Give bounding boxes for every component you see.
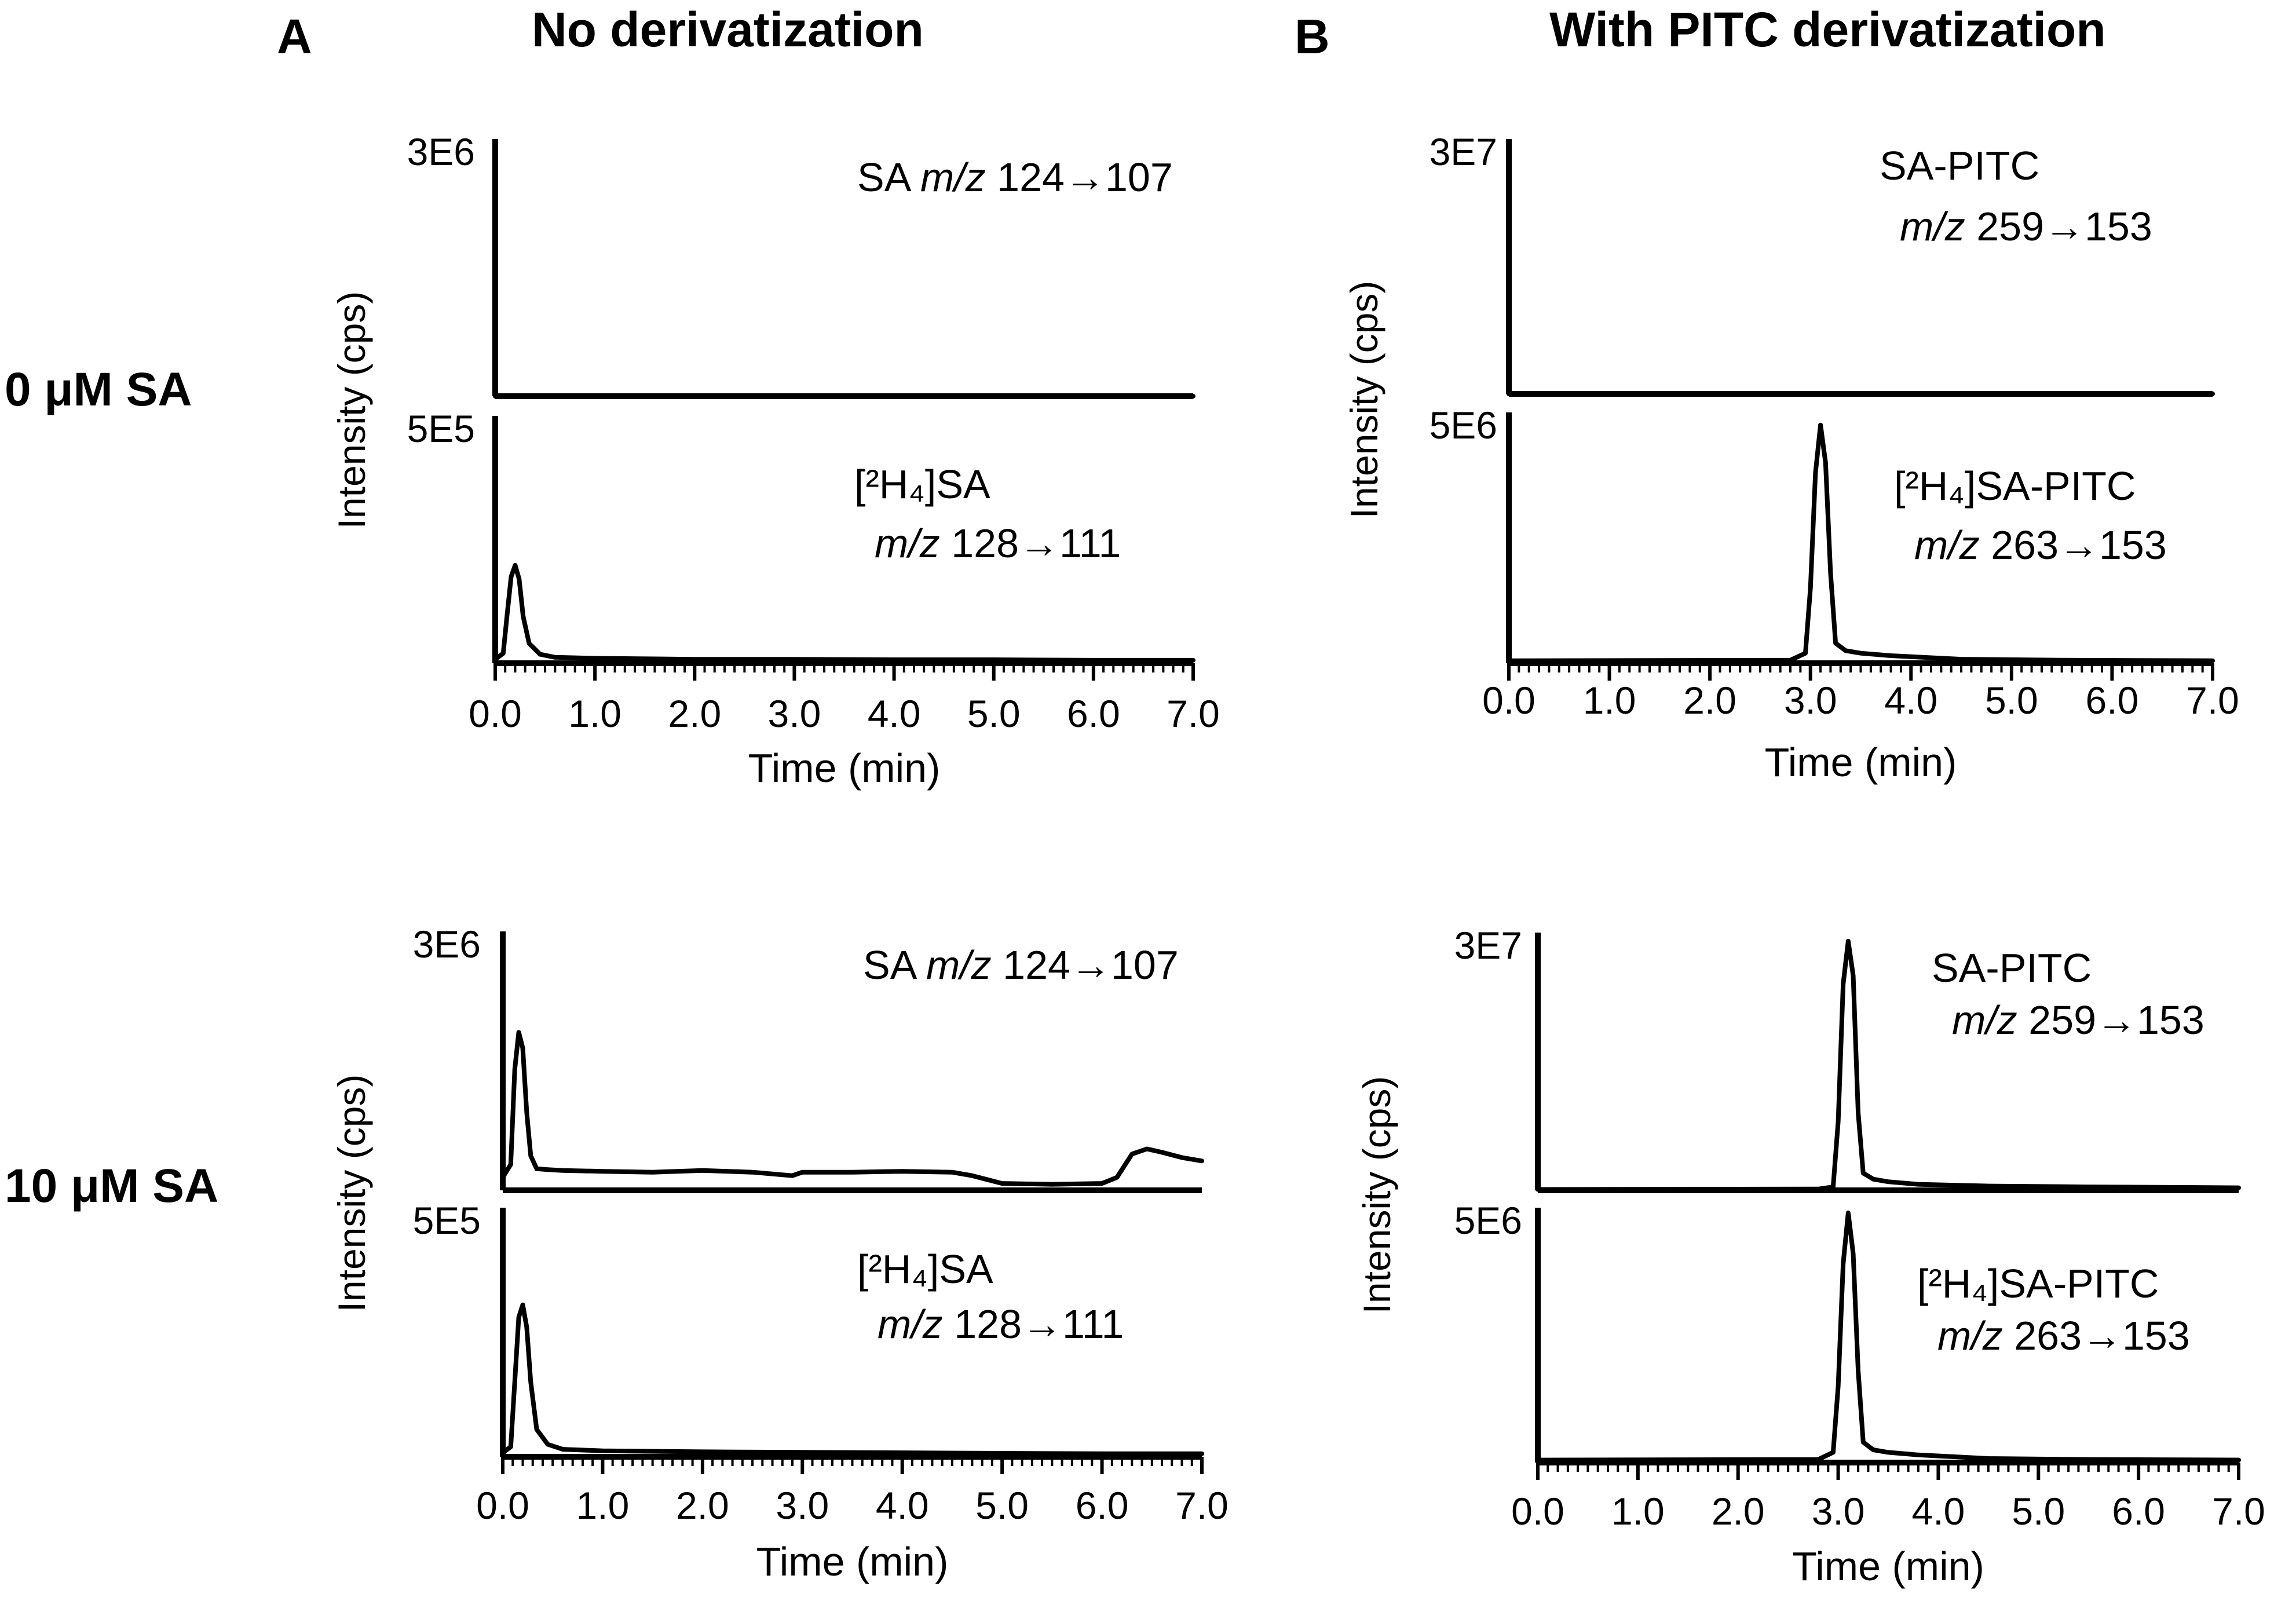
- x-tick-label: 6.0: [2112, 1490, 2165, 1533]
- x-tick-label: 4.0: [868, 692, 921, 735]
- x-tick-label: 0.0: [469, 692, 522, 735]
- chromatogram-trace: [1535, 938, 2241, 1192]
- y-scale-label: 3E6: [413, 923, 481, 966]
- x-tick-label: 7.0: [2212, 1490, 2265, 1533]
- y-scale-label: 5E6: [1429, 404, 1497, 447]
- x-tick-label: 2.0: [668, 692, 721, 735]
- trace-transition: m/z 259→153: [1952, 997, 2204, 1043]
- y-scale-label: 3E7: [1429, 130, 1497, 173]
- trace-label: SA m/z 124→107: [857, 155, 1173, 200]
- y-axis-label: Intensity (cps): [1343, 281, 1385, 519]
- x-tick-label: 2.0: [1712, 1490, 1765, 1533]
- chart-a-10um: 3E6 SA m/z 124→107 5E5 [²H₄]SA m/z 128→111 0.…: [330, 923, 1229, 1584]
- chromatogram-trace: [500, 1030, 1204, 1187]
- x-axis-label: Time (min): [748, 745, 941, 791]
- x-tick-label: 4.0: [1884, 679, 1937, 722]
- panel-label-b: B: [1295, 9, 1330, 64]
- x-tick-label: 0.0: [476, 1484, 529, 1527]
- chromatogram-plots: 3E6 SA m/z 124→107 5E5 [²H₄]SA m/z 128→111 0.…: [330, 130, 2265, 1589]
- x-tick-label: 3.0: [768, 692, 821, 735]
- x-tick-label: 7.0: [1167, 692, 1220, 735]
- y-scale-label: 5E5: [413, 1199, 481, 1242]
- x-tick-label: 2.0: [676, 1484, 729, 1527]
- y-scale-label: 3E6: [407, 130, 475, 173]
- x-tick-label: 1.0: [1583, 679, 1636, 722]
- chromatogram-trace: [1507, 422, 2215, 663]
- x-tick-label: 6.0: [1076, 1484, 1129, 1527]
- chart-b-10um: 3E7 SA-PITC m/z 259→153 5E6 [²H₄]SA-PITC m/z …: [1355, 924, 2265, 1589]
- x-tick-label: 3.0: [776, 1484, 829, 1527]
- y-scale-label: 5E6: [1454, 1199, 1522, 1242]
- x-tick-label: 1.0: [568, 692, 621, 735]
- row-label-10um: 10 μM SA: [5, 1160, 218, 1212]
- chromatogram-trace: [493, 562, 1195, 663]
- y-scale-label: 5E5: [407, 407, 475, 450]
- x-tick-label: 6.0: [2086, 679, 2139, 722]
- trace-label: SA-PITC: [1880, 143, 2039, 188]
- x-tick-label: 4.0: [1912, 1490, 1965, 1533]
- x-tick-label: 7.0: [1175, 1484, 1229, 1527]
- chart-b-0um: 3E7 SA-PITC m/z 259→153 5E6 [²H₄]SA-PITC m/z …: [1343, 130, 2239, 785]
- chart-a-0um: 3E6 SA m/z 124→107 5E5 [²H₄]SA m/z 128→111 0.…: [330, 130, 1220, 791]
- trace-label: [²H₄]SA: [857, 1247, 993, 1292]
- y-axis-label: Intensity (cps): [1355, 1076, 1398, 1314]
- trace-label: [²H₄]SA-PITC: [1917, 1261, 2159, 1306]
- trace-label: SA-PITC: [1932, 945, 2092, 990]
- x-axis-label: Time (min): [1765, 740, 1957, 785]
- chromatogram-trace: [500, 1302, 1204, 1456]
- x-tick-label: 5.0: [1985, 679, 2038, 722]
- trace-transition: m/z 128→111: [875, 521, 1121, 566]
- y-axis-label: Intensity (cps): [330, 1074, 373, 1313]
- trace-transition: m/z 263→153: [1937, 1313, 2190, 1358]
- trace-label: SA m/z 124→107: [863, 942, 1179, 988]
- x-axis-label: Time (min): [1792, 1544, 1984, 1589]
- panel-title-a: No derivatization: [532, 2, 924, 57]
- y-axis-label: Intensity (cps): [330, 291, 373, 529]
- chromatogram-trace: [1535, 1210, 2241, 1463]
- x-tick-label: 0.0: [1482, 679, 1535, 722]
- x-tick-label: 3.0: [1812, 1490, 1865, 1533]
- x-tick-label: 1.0: [1611, 1490, 1665, 1533]
- panel-title-b: With PITC derivatization: [1549, 2, 2106, 57]
- x-tick-label: 3.0: [1784, 679, 1837, 722]
- x-tick-label: 1.0: [576, 1484, 630, 1527]
- x-tick-label: 5.0: [2012, 1490, 2065, 1533]
- x-tick-label: 5.0: [975, 1484, 1029, 1527]
- x-tick-label: 6.0: [1067, 692, 1120, 735]
- trace-transition: m/z 259→153: [1900, 204, 2152, 249]
- x-axis-label: Time (min): [756, 1539, 949, 1584]
- x-tick-label: 5.0: [967, 692, 1021, 735]
- trace-transition: m/z 128→111: [878, 1302, 1124, 1347]
- trace-label: [²H₄]SA: [854, 462, 990, 507]
- panel-label-a: A: [277, 9, 312, 64]
- y-scale-label: 3E7: [1454, 924, 1522, 967]
- x-tick-label: 7.0: [2186, 679, 2239, 722]
- x-tick-label: 2.0: [1683, 679, 1736, 722]
- row-label-0um: 0 μM SA: [5, 363, 192, 416]
- x-tick-label: 4.0: [876, 1484, 929, 1527]
- trace-transition: m/z 263→153: [1914, 522, 2167, 568]
- x-tick-label: 0.0: [1511, 1490, 1564, 1533]
- trace-label: [²H₄]SA-PITC: [1894, 463, 2136, 509]
